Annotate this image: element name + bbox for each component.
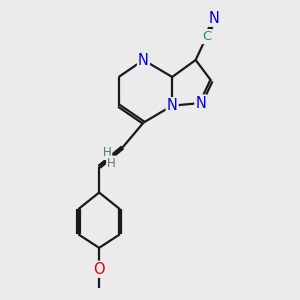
Text: N: N (167, 98, 178, 113)
Text: H: H (103, 146, 111, 159)
Text: N: N (209, 11, 220, 26)
Text: O: O (93, 262, 105, 277)
Text: N: N (138, 52, 149, 68)
Text: H: H (107, 157, 116, 169)
Text: C: C (202, 30, 211, 43)
Text: N: N (195, 95, 206, 110)
